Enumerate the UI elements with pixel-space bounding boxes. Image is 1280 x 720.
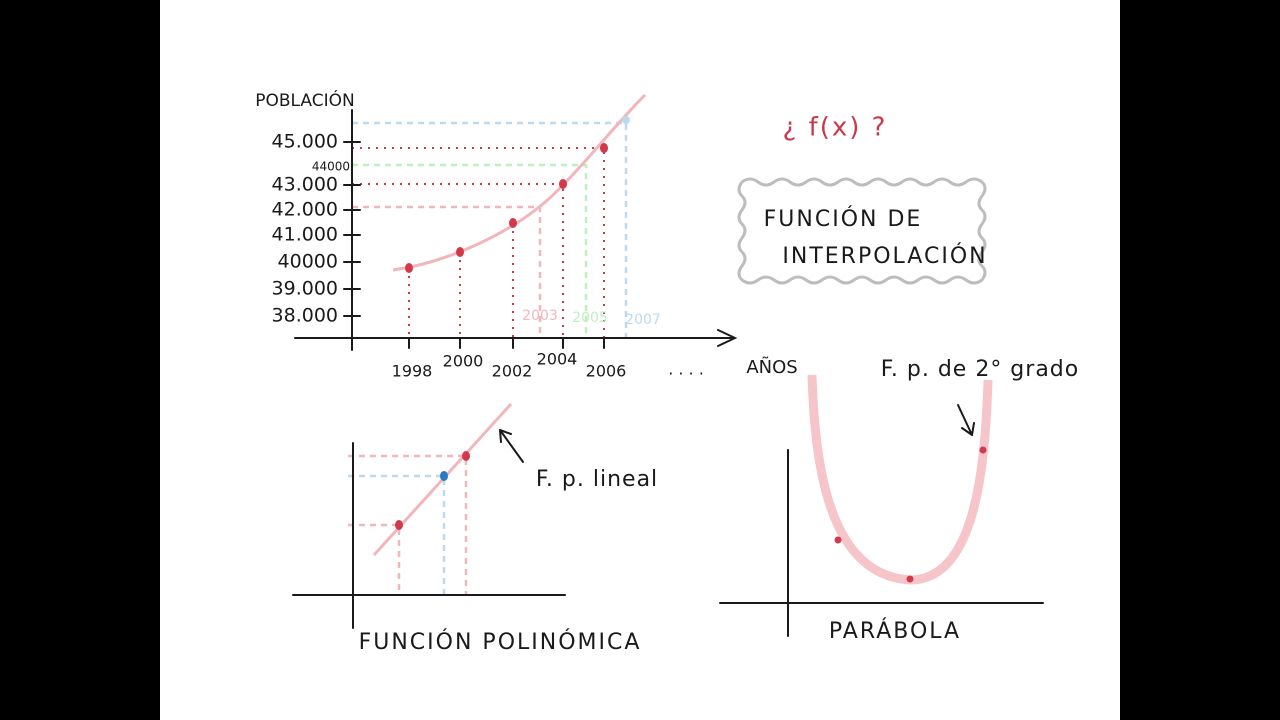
point [979,446,987,454]
annotation: F. p. lineal [536,467,658,492]
point [906,575,914,583]
whiteboard [160,0,1120,720]
y-label: 42.000 [272,199,338,221]
box-text: FUNCIÓN DE [764,206,923,232]
y-label: 38.000 [272,305,338,327]
x-label: 1998 [392,362,433,381]
curve [392,93,647,272]
annotation: F. p. de 2° grado [881,357,1079,382]
caption: FUNCIÓN POLINÓMICA [359,629,642,655]
highlight-year: 2005 [572,310,608,326]
point [622,116,630,124]
x-label: 2000 [443,352,484,371]
linear-axes [292,429,566,629]
point [834,536,842,544]
highlight-year: 2003 [522,308,558,324]
y-axis-label: POBLACIÓN [255,89,354,111]
axes [294,109,738,351]
box [737,177,987,285]
point [462,451,470,461]
linear-guides [348,454,468,600]
point [440,471,448,481]
parabola-axes [719,404,1044,637]
x-label: 2006 [586,362,627,381]
x-axis-label: AÑOS [746,356,797,378]
y-label: 40000 [278,251,338,273]
x-label: 2002 [492,362,533,381]
y-label: 41.000 [272,224,338,246]
question: ¿ f(x) ? [783,113,888,143]
points [405,143,608,273]
y-label: 43.000 [272,174,338,196]
point [395,520,403,530]
highlight-year: 2007 [625,312,661,328]
x-label: 2004 [537,350,578,369]
y-label: 45.000 [272,131,338,153]
caption: PARÁBOLA [829,618,961,644]
ellipsis: . . . . [668,360,704,379]
y-label: 39.000 [272,278,338,300]
y-label: 44000 [312,160,350,174]
box-text: INTERPOLACIÓN [782,243,987,269]
